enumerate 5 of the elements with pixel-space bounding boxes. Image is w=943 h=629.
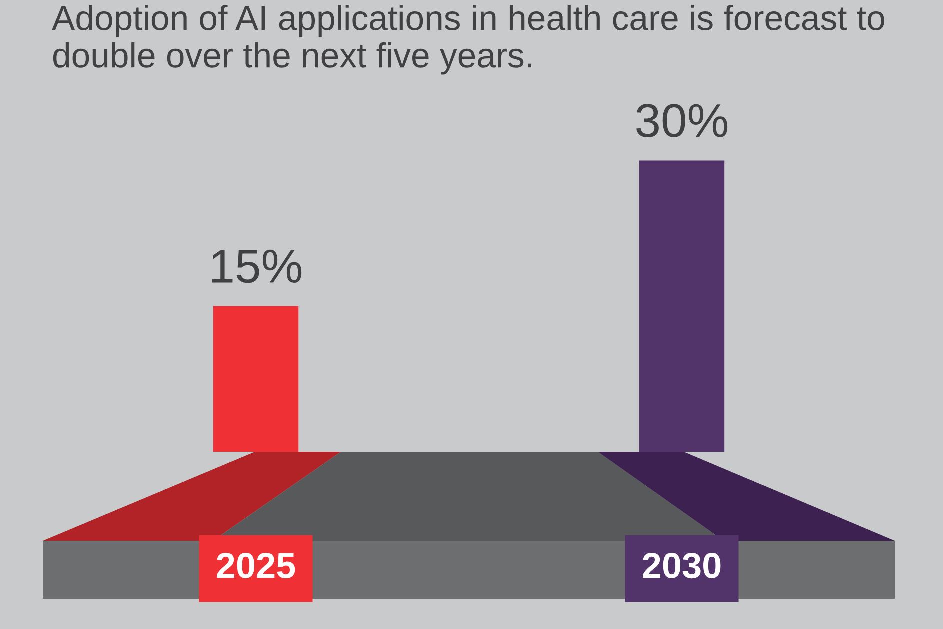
data-label: 15% [212, 250, 302, 284]
x-tick-label: 2025 [217, 552, 296, 579]
chart-title: Adoption of AI applications in health care is forecast to double over the next five years. [52, 5, 884, 75]
data-label: 30% [636, 104, 728, 138]
x-tick-label: 2030 [643, 552, 721, 579]
